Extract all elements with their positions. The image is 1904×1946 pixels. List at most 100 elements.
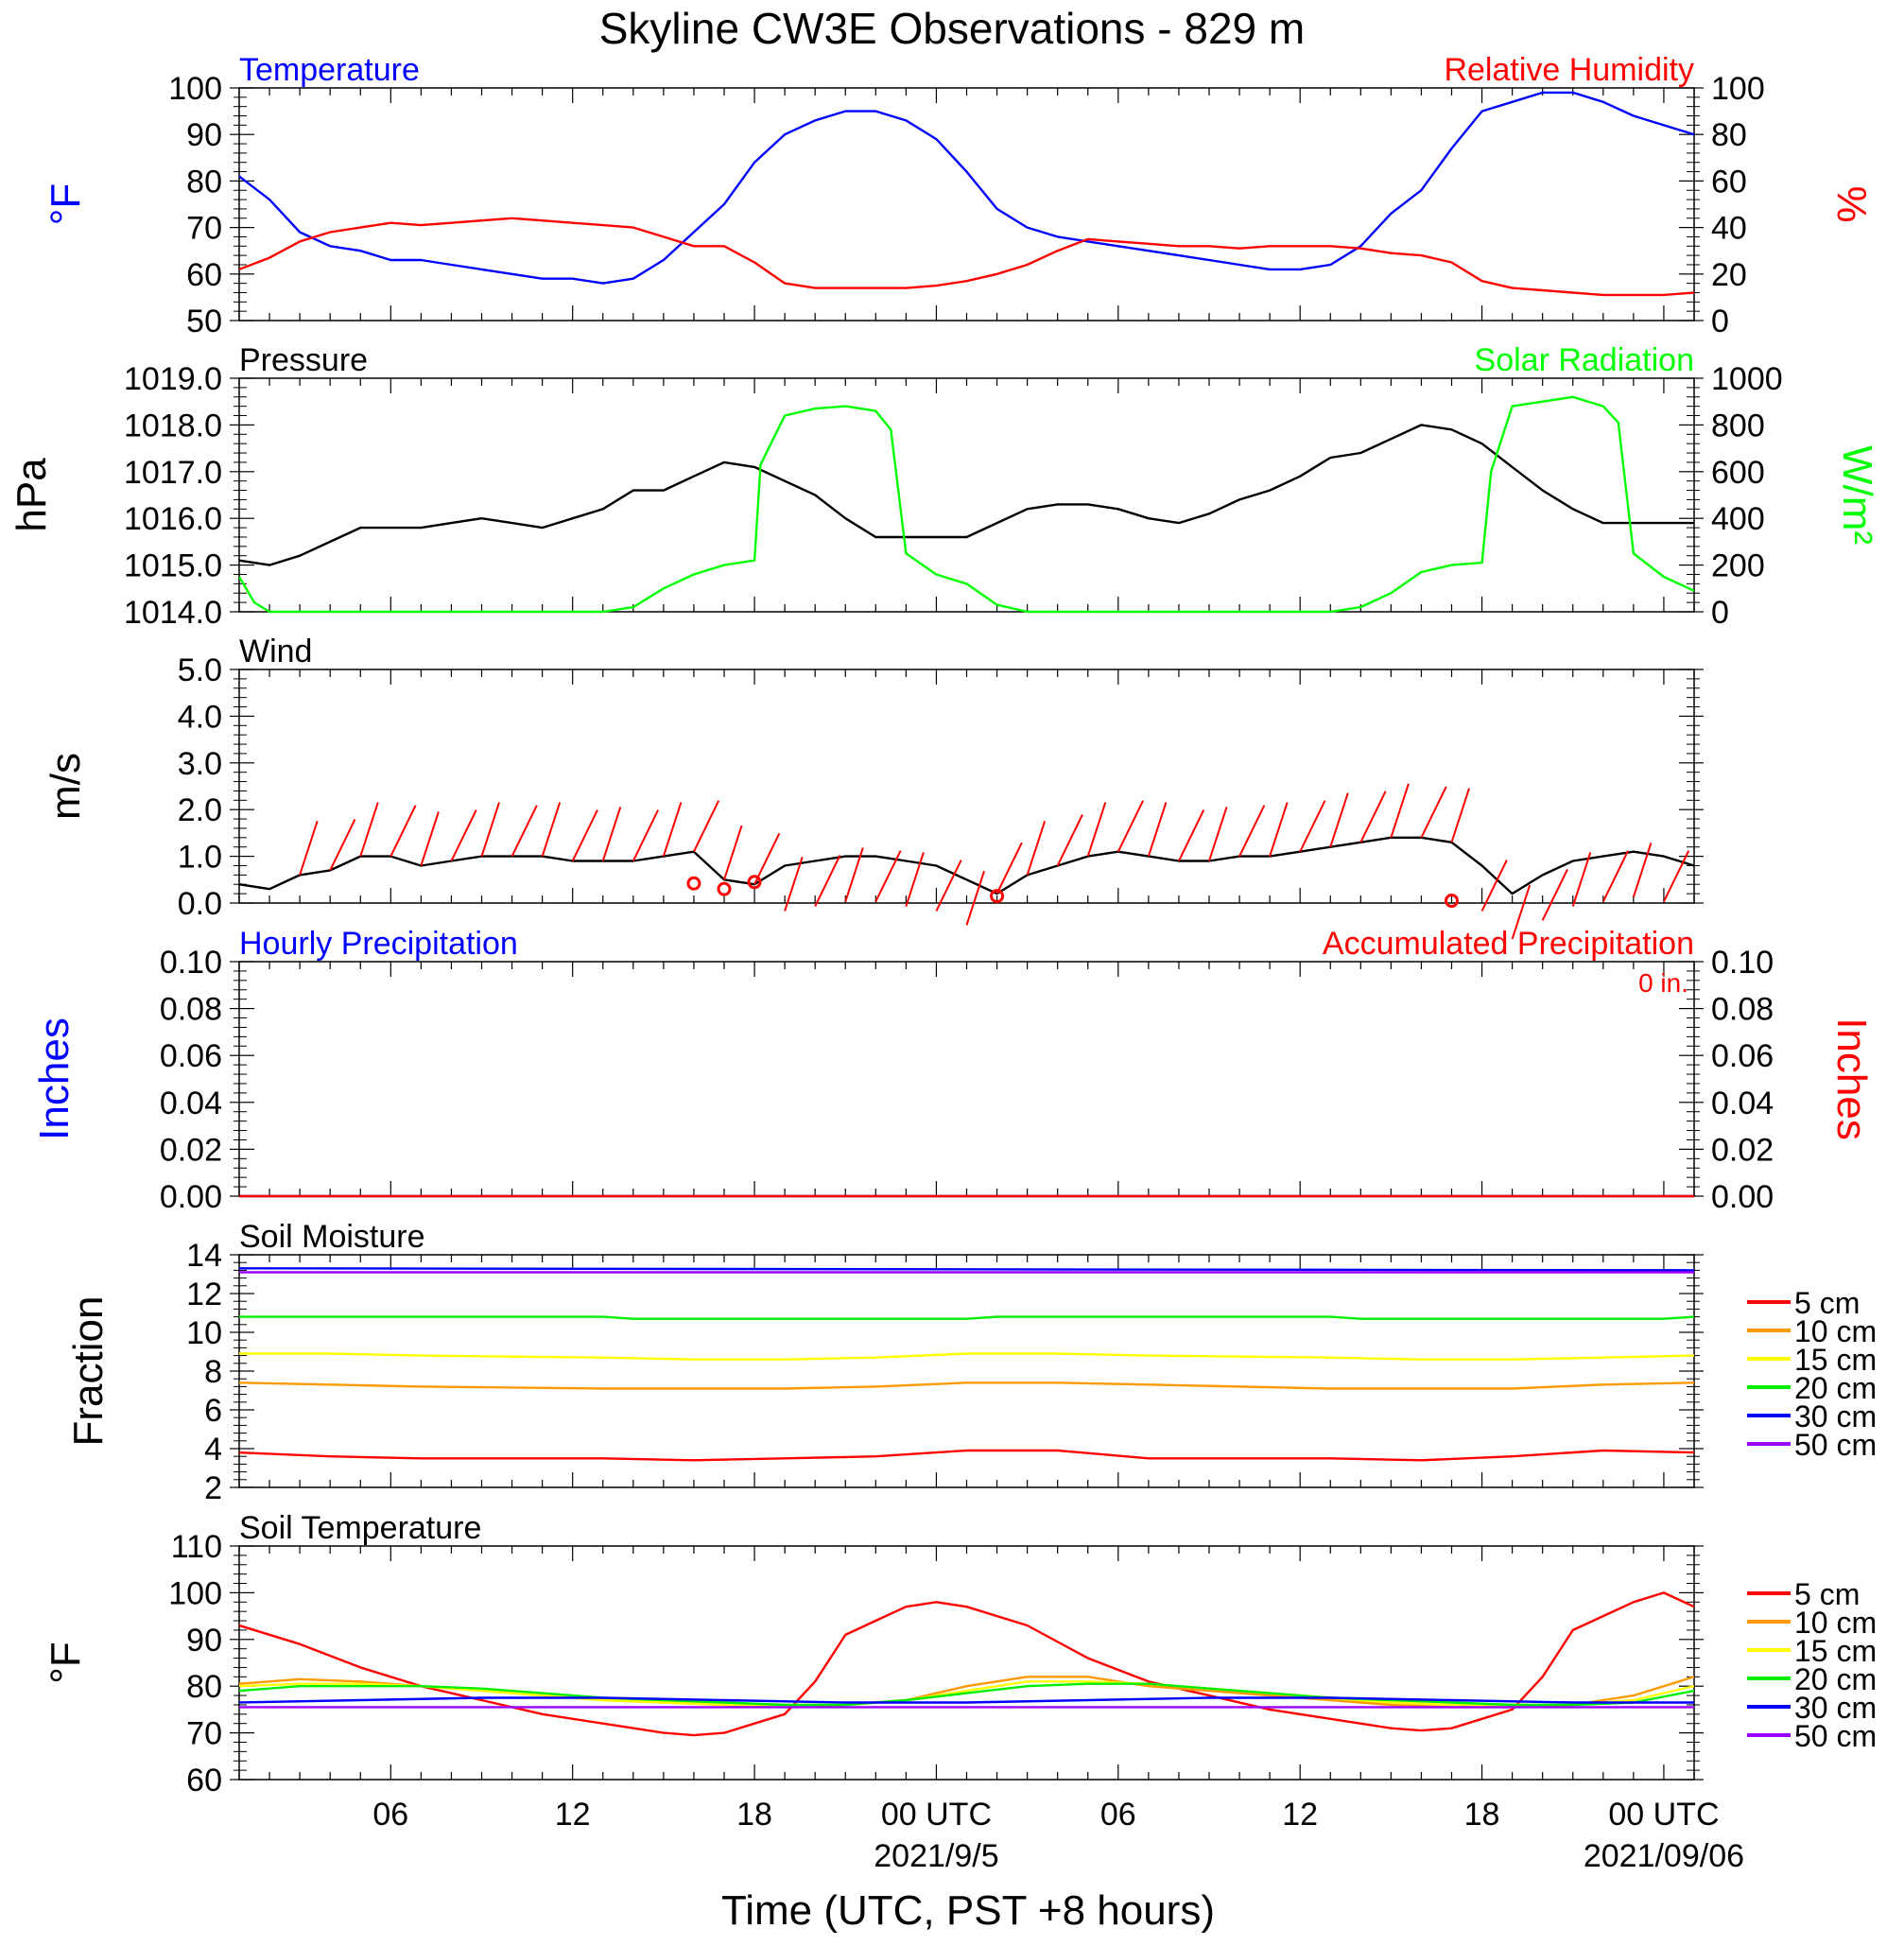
y-tick-label-left: 1018.0 <box>124 408 222 443</box>
y-tick-label-left: 2.0 <box>178 792 222 828</box>
y-tick-label-right: 80 <box>1711 117 1747 153</box>
series-line-0 <box>239 424 1694 566</box>
calm-marker <box>747 875 762 890</box>
wind-barb <box>965 870 985 926</box>
wind-barb <box>389 805 417 858</box>
wind-barb <box>1420 786 1447 839</box>
wind-barb <box>814 855 841 907</box>
x-tick-label: 18 <box>736 1797 772 1833</box>
y-tick-label-right: 200 <box>1711 548 1765 584</box>
wind-barb <box>1116 800 1145 853</box>
legend-entry: 15 cm <box>1794 1634 1877 1668</box>
accumulation-annotation: 0 in. <box>1638 968 1688 998</box>
y-tick-label-right: 60 <box>1711 164 1747 200</box>
legend-entry: 20 cm <box>1794 1371 1877 1405</box>
y-tick-label-left: 0.08 <box>160 992 222 1028</box>
y-tick-label-left: 1016.0 <box>124 501 222 537</box>
x-tick-label: 06 <box>1100 1797 1136 1833</box>
wind-barb <box>1299 800 1326 853</box>
legend-entry: 50 cm <box>1794 1428 1877 1462</box>
y-tick-label-right: 40 <box>1711 211 1747 247</box>
y-tick-label-left: 90 <box>186 117 222 153</box>
plot-frame <box>238 961 1695 1197</box>
y-tick-label-left: 0.0 <box>178 886 222 922</box>
x-date-label: 2021/09/06 <box>1584 1838 1744 1874</box>
x-date-label: 2021/9/5 <box>874 1838 998 1874</box>
wind-barb <box>420 811 440 866</box>
panel-3: 0.00 0.02 0.04 0.06 0.08 0.10 0.00 0.02 0.04 0.06… <box>31 926 1875 1215</box>
y-tick-label-right: 0 <box>1711 304 1729 339</box>
wind-barb <box>844 847 864 902</box>
wind-barb <box>1269 802 1289 857</box>
y-axis-label-left: hPa <box>9 458 55 532</box>
wind-barb <box>632 809 660 861</box>
y-tick-label-right: 0.02 <box>1711 1132 1774 1168</box>
panel-title-left: Soil Temperature <box>239 1510 481 1546</box>
series-line-1 <box>239 217 1694 297</box>
y-tick-label-left: 5.0 <box>178 652 222 688</box>
y-axis-label-left: Inches <box>31 1017 78 1140</box>
panel-0: 50 60 70 80 90 100 0 20 40 60 80 100 °F % Temperature R… <box>43 52 1875 339</box>
y-tick-label-left: 80 <box>186 1669 222 1705</box>
y-tick-label-left: 4.0 <box>178 699 222 735</box>
calm-marker <box>717 881 732 896</box>
y-tick-label-right: 0.08 <box>1711 992 1774 1028</box>
wind-barb <box>905 852 925 907</box>
wind-barb <box>995 842 1023 895</box>
wind-barb <box>753 832 781 885</box>
wind-barb <box>359 802 379 857</box>
wind-barb <box>1390 783 1410 839</box>
panel-title-left: Soil Moisture <box>239 1219 425 1255</box>
wind-barb <box>601 807 622 861</box>
plot-frame <box>238 377 1695 613</box>
wind-barb <box>1329 792 1349 848</box>
series-line-4 <box>239 1267 1694 1272</box>
y-tick-label-left: 100 <box>168 1575 222 1611</box>
y-tick-label-left: 1.0 <box>178 840 222 876</box>
wind-barb <box>511 805 538 858</box>
series-line-2 <box>239 1352 1694 1361</box>
y-tick-label-left: 0.10 <box>160 945 222 981</box>
plot-frame <box>238 669 1695 904</box>
y-axis-label-right: W/m² <box>1834 445 1880 545</box>
panel-2: 0.0 1.0 2.0 3.0 4.0 5.0 m/s Wind <box>43 634 1704 940</box>
wind-barb <box>784 857 804 912</box>
y-tick-label-left: 60 <box>186 257 222 293</box>
y-tick-label-left: 1014.0 <box>124 595 222 631</box>
y-tick-label-left: 14 <box>186 1238 222 1274</box>
panel-1: 1014.0 1015.0 1016.0 1017.0 1018.0 1019.0 0 200… <box>9 342 1880 631</box>
series-line-3 <box>239 1682 1694 1707</box>
wind-barb <box>1026 820 1047 876</box>
series-line-1 <box>239 395 1694 614</box>
panel-title-right: Accumulated Precipitation <box>1323 926 1694 962</box>
calm-marker <box>990 889 1005 904</box>
wind-barb <box>480 802 500 857</box>
y-tick-label-left: 4 <box>204 1432 222 1468</box>
y-axis-label-left: °F <box>43 1642 89 1683</box>
y-tick-label-right: 1000 <box>1711 361 1783 397</box>
wind-barb <box>1663 850 1690 903</box>
wind-barb <box>1450 788 1470 843</box>
legend-entry: 5 cm <box>1794 1286 1860 1320</box>
chart-title: Skyline CW3E Observations - 829 m <box>599 4 1306 53</box>
plot-frame <box>238 87 1695 321</box>
legend-entry: 10 cm <box>1794 1314 1877 1348</box>
legend-entry: 50 cm <box>1794 1719 1877 1753</box>
wind-barb <box>1208 807 1228 861</box>
y-axis-label-left: °F <box>43 183 89 225</box>
y-tick-label-right: 0 <box>1711 595 1729 631</box>
y-tick-label-left: 0.04 <box>160 1086 222 1121</box>
y-tick-label-left: 70 <box>186 211 222 247</box>
legend-entry: 30 cm <box>1794 1399 1877 1433</box>
y-tick-label-left: 2 <box>204 1470 222 1506</box>
y-tick-label-left: 1017.0 <box>124 455 222 491</box>
plot-frame <box>238 1545 1695 1781</box>
y-tick-label-left: 8 <box>204 1354 222 1390</box>
panel-title-left: Wind <box>239 634 312 669</box>
panel-title-right: Solar Radiation <box>1475 342 1694 378</box>
y-tick-label-right: 20 <box>1711 257 1747 293</box>
y-tick-label-left: 60 <box>186 1763 222 1798</box>
x-tick-label: 00 UTC <box>1608 1797 1719 1833</box>
wind-barb <box>1632 843 1653 897</box>
